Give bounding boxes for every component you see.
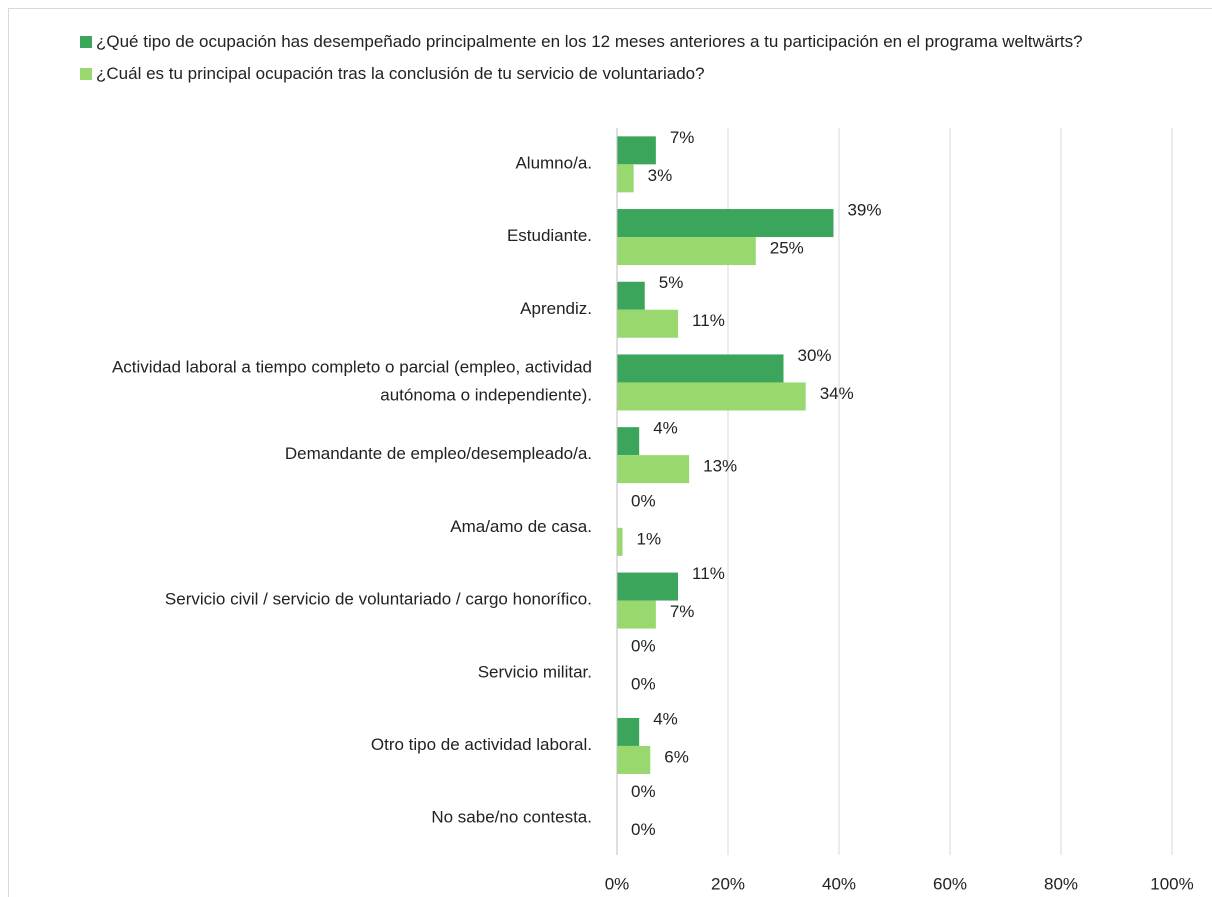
x-tick-label: 20%	[711, 874, 745, 893]
x-tick-label: 80%	[1044, 874, 1078, 893]
data-label: 7%	[670, 602, 695, 621]
data-label: 39%	[847, 201, 881, 220]
data-label: 5%	[659, 273, 684, 292]
y-tick-label: Estudiante.	[507, 227, 592, 246]
legend-item: ¿Cuál es tu principal ocupación tras la …	[80, 60, 1190, 88]
x-tick-label: 100%	[1150, 874, 1193, 893]
y-tick-label: Actividad laboral a tiempo completo o pa…	[112, 358, 592, 405]
bar	[617, 427, 640, 456]
data-label: 34%	[820, 384, 854, 403]
legend-marker	[80, 68, 92, 80]
y-tick-label: No sabe/no contesta.	[431, 808, 592, 827]
bar	[617, 281, 645, 310]
data-label: 25%	[770, 239, 804, 258]
bar	[617, 717, 640, 746]
bar	[617, 745, 651, 774]
data-label: 0%	[631, 820, 656, 839]
data-label: 0%	[631, 675, 656, 694]
legend: ¿Qué tipo de ocupación has desempeñado p…	[80, 28, 1190, 92]
y-tick-label: Ama/amo de casa.	[450, 517, 592, 536]
bar	[617, 527, 623, 556]
data-label: 11%	[692, 311, 725, 330]
data-label: 0%	[631, 637, 656, 656]
y-tick-label: Servicio civil / servicio de voluntariad…	[165, 590, 592, 609]
legend-item: ¿Qué tipo de ocupación has desempeñado p…	[80, 28, 1190, 56]
bar	[617, 309, 679, 338]
data-label: 4%	[653, 419, 678, 438]
y-tick-label: Otro tipo de actividad laboral.	[371, 735, 592, 754]
legend-label: ¿Qué tipo de ocupación has desempeñado p…	[96, 32, 1083, 51]
data-label: 0%	[631, 782, 656, 801]
bar	[617, 237, 756, 266]
x-tick-label: 40%	[822, 874, 856, 893]
x-tick-label: 60%	[933, 874, 967, 893]
bar	[617, 354, 784, 383]
legend-label: ¿Cuál es tu principal ocupación tras la …	[96, 64, 705, 83]
data-label: 7%	[670, 128, 695, 147]
data-label: 0%	[631, 491, 656, 510]
legend-marker	[80, 36, 92, 48]
bar	[617, 455, 690, 484]
data-label: 30%	[798, 346, 832, 365]
data-label: 1%	[637, 529, 662, 548]
bar	[617, 600, 656, 629]
y-tick-label: Aprendiz.	[520, 299, 592, 318]
data-label: 6%	[664, 747, 689, 766]
y-tick-label: Demandante de empleo/desempleado/a.	[285, 445, 592, 464]
y-tick-label: Servicio militar.	[478, 663, 592, 682]
bar	[617, 572, 679, 601]
data-label: 13%	[703, 457, 737, 476]
y-tick-label: Alumno/a.	[515, 154, 592, 173]
bar	[617, 382, 806, 411]
data-label: 11%	[692, 564, 725, 583]
x-tick-label: 0%	[605, 874, 630, 893]
bar	[617, 209, 834, 238]
data-label: 4%	[653, 709, 678, 728]
bar	[617, 136, 656, 165]
chart-border	[8, 8, 1212, 897]
bar	[617, 164, 634, 193]
data-label: 3%	[648, 166, 673, 185]
